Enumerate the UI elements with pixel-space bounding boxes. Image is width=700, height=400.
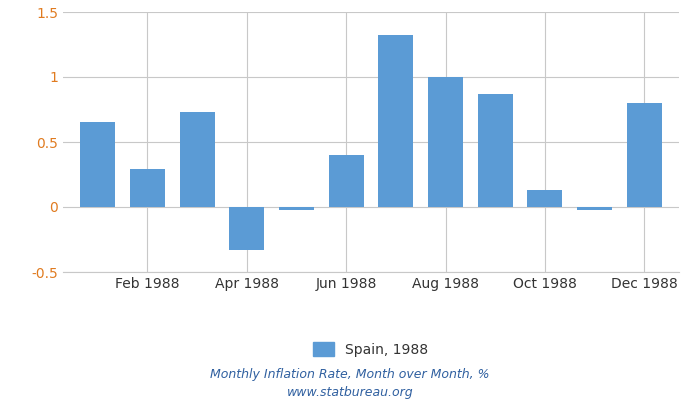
- Bar: [180, 112, 214, 207]
- Bar: [329, 155, 363, 207]
- Bar: [528, 190, 562, 207]
- Bar: [130, 169, 164, 207]
- Bar: [478, 94, 512, 207]
- Bar: [428, 77, 463, 207]
- Bar: [230, 207, 264, 250]
- Bar: [578, 207, 612, 210]
- Bar: [80, 122, 116, 207]
- Text: Monthly Inflation Rate, Month over Month, %: Monthly Inflation Rate, Month over Month…: [210, 368, 490, 381]
- Text: www.statbureau.org: www.statbureau.org: [287, 386, 413, 399]
- Bar: [626, 103, 662, 207]
- Legend: Spain, 1988: Spain, 1988: [308, 336, 434, 362]
- Bar: [279, 207, 314, 210]
- Bar: [379, 35, 413, 207]
